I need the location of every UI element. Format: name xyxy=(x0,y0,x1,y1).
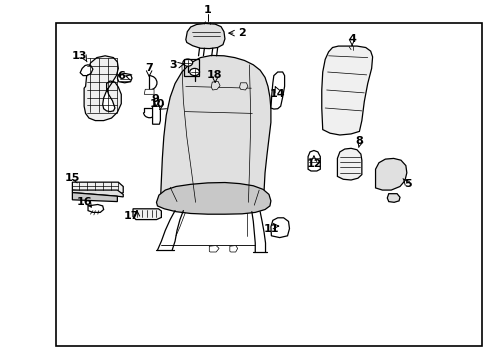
Polygon shape xyxy=(72,193,117,202)
Polygon shape xyxy=(307,150,320,171)
Text: 9: 9 xyxy=(151,94,159,104)
Polygon shape xyxy=(144,89,154,94)
Polygon shape xyxy=(72,182,123,195)
Polygon shape xyxy=(156,183,270,214)
Polygon shape xyxy=(72,190,123,197)
Polygon shape xyxy=(133,209,161,220)
Text: 11: 11 xyxy=(263,224,279,234)
Polygon shape xyxy=(229,246,237,252)
Polygon shape xyxy=(152,106,160,124)
Polygon shape xyxy=(270,72,284,109)
Polygon shape xyxy=(84,56,121,121)
Polygon shape xyxy=(117,73,132,83)
Text: 3: 3 xyxy=(169,60,177,70)
Polygon shape xyxy=(211,81,220,90)
Polygon shape xyxy=(337,148,361,180)
Text: 16: 16 xyxy=(76,197,92,207)
Text: 17: 17 xyxy=(123,211,139,221)
Text: 18: 18 xyxy=(206,70,222,80)
Polygon shape xyxy=(88,204,103,212)
Polygon shape xyxy=(80,65,93,76)
Text: 8: 8 xyxy=(355,136,363,146)
Circle shape xyxy=(183,59,192,66)
Text: 1: 1 xyxy=(203,5,211,15)
Polygon shape xyxy=(270,218,289,238)
Bar xyxy=(183,59,198,76)
Text: 6: 6 xyxy=(117,71,125,81)
Text: 10: 10 xyxy=(149,99,165,109)
Polygon shape xyxy=(375,158,406,190)
Text: 12: 12 xyxy=(305,159,321,169)
Text: 13: 13 xyxy=(71,51,87,61)
Polygon shape xyxy=(185,23,224,49)
Polygon shape xyxy=(321,46,372,135)
Text: 5: 5 xyxy=(404,179,411,189)
Bar xyxy=(56,23,481,346)
Text: 15: 15 xyxy=(64,173,80,183)
Text: 4: 4 xyxy=(347,34,355,44)
Text: 7: 7 xyxy=(145,63,153,73)
Polygon shape xyxy=(160,55,270,202)
Polygon shape xyxy=(239,83,247,90)
Polygon shape xyxy=(386,194,399,202)
Text: 14: 14 xyxy=(269,89,285,99)
Text: 2: 2 xyxy=(238,28,245,38)
Circle shape xyxy=(189,68,199,76)
Polygon shape xyxy=(209,246,219,252)
